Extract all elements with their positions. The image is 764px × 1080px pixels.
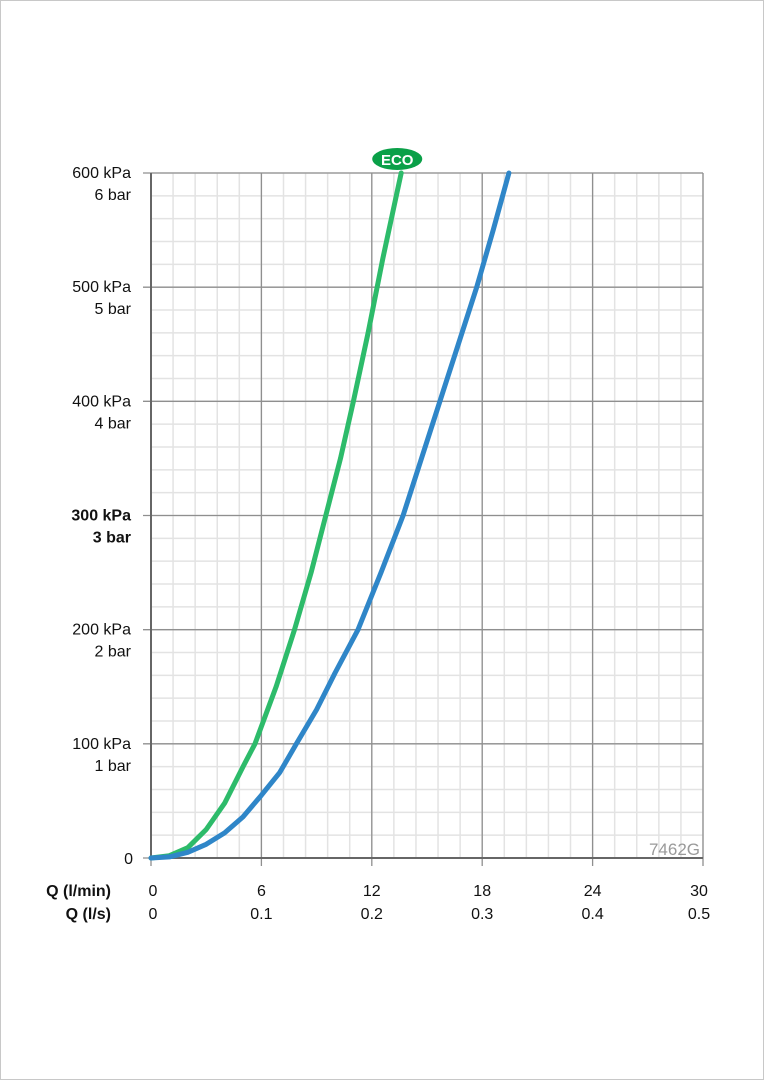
x-tick-label-secondary: 0.4 (581, 906, 603, 923)
y-tick-label-kpa: 0 (124, 851, 133, 868)
y-tick-label-kpa: 300 kPa (71, 508, 131, 525)
y-tick-label-bar: 5 bar (95, 301, 132, 318)
x-tick-label-secondary: 0.2 (361, 906, 383, 923)
x-tick-label-secondary: 0.5 (688, 906, 710, 923)
eco-badge (372, 148, 423, 170)
y-tick-label-kpa: 100 kPa (72, 736, 131, 753)
y-tick-label-bar: 1 bar (95, 758, 132, 775)
y-tick-label-kpa: 600 kPa (72, 165, 131, 182)
x-tick-label-secondary: 0 (149, 906, 158, 923)
eco-badge-label: ECO (381, 152, 414, 169)
y-tick-label-kpa: 200 kPa (72, 622, 131, 639)
x-tick-label: 0 (149, 883, 158, 900)
y-tick-label-kpa: 500 kPa (72, 279, 131, 296)
y-tick-label-bar: 3 bar (93, 530, 131, 547)
x-tick-label: 30 (690, 883, 708, 900)
x-axis-label: Q (l/min) (46, 883, 111, 900)
figure-code: 7462G (649, 840, 700, 859)
x-tick-label-secondary: 0.1 (250, 906, 272, 923)
x-tick-label: 12 (363, 883, 381, 900)
y-tick-label-bar: 4 bar (95, 415, 132, 432)
y-tick-label-bar: 6 bar (95, 187, 132, 204)
y-tick-label-kpa: 400 kPa (72, 393, 131, 410)
x-tick-label: 6 (257, 883, 266, 900)
x-tick-label-secondary: 0.3 (471, 906, 493, 923)
x-tick-label: 18 (473, 883, 491, 900)
y-tick-label-bar: 2 bar (95, 644, 132, 661)
x-tick-label: 24 (584, 883, 602, 900)
x-axis-label-secondary: Q (l/s) (66, 906, 111, 923)
eco-curve (148, 170, 404, 861)
standard-curve (148, 170, 512, 861)
